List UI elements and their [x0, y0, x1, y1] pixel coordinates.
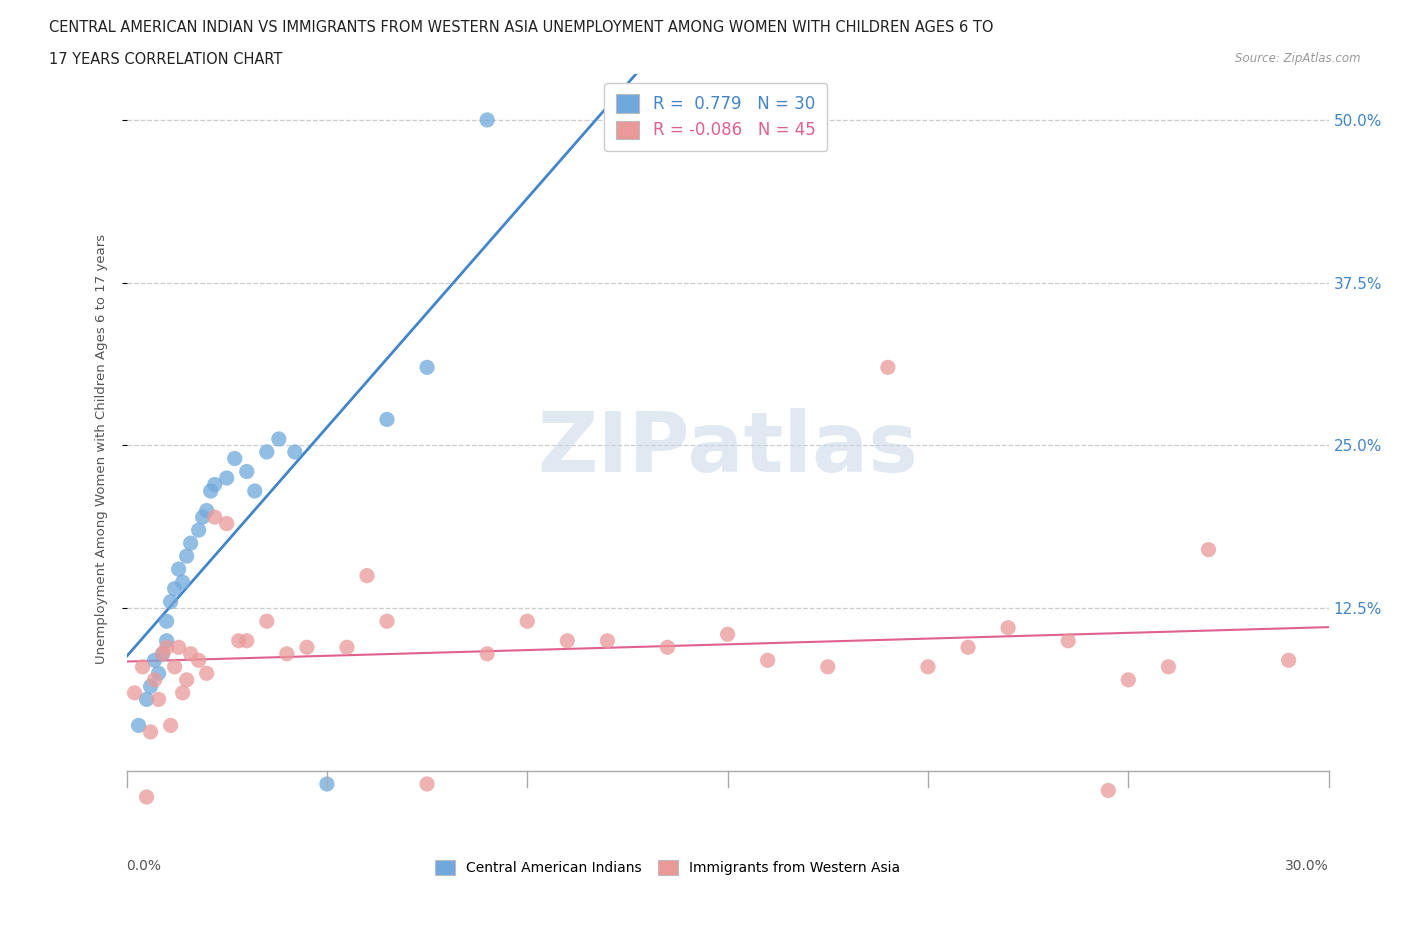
Point	[187, 523, 209, 538]
Point	[295, 640, 318, 655]
Point	[997, 620, 1019, 635]
Point	[163, 581, 186, 596]
Point	[375, 412, 398, 427]
Point	[148, 666, 170, 681]
Point	[200, 484, 222, 498]
Point	[917, 659, 939, 674]
Point	[163, 659, 186, 674]
Point	[224, 451, 246, 466]
Point	[235, 633, 259, 648]
Point	[817, 659, 839, 674]
Point	[135, 790, 157, 804]
Point	[167, 640, 190, 655]
Point	[180, 536, 202, 551]
Point	[267, 432, 290, 446]
Point	[1057, 633, 1080, 648]
Point	[243, 484, 266, 498]
Point	[276, 646, 298, 661]
Point	[716, 627, 740, 642]
Point	[756, 653, 779, 668]
Point	[256, 614, 278, 629]
Point	[475, 113, 498, 127]
Point	[176, 672, 198, 687]
Point	[215, 471, 238, 485]
Point	[315, 777, 337, 791]
Point	[139, 724, 162, 739]
Point	[256, 445, 278, 459]
Point	[176, 549, 198, 564]
Point	[155, 614, 177, 629]
Point	[657, 640, 679, 655]
Text: 17 YEARS CORRELATION CHART: 17 YEARS CORRELATION CHART	[49, 52, 283, 67]
Text: Source: ZipAtlas.com: Source: ZipAtlas.com	[1236, 52, 1361, 65]
Point	[1198, 542, 1220, 557]
Point	[204, 477, 226, 492]
Point	[155, 633, 177, 648]
Point	[1277, 653, 1299, 668]
Point	[172, 685, 194, 700]
Point	[159, 594, 181, 609]
Point	[139, 679, 162, 694]
Point	[128, 718, 150, 733]
Point	[143, 653, 166, 668]
Point	[195, 666, 218, 681]
Legend: Central American Indians, Immigrants from Western Asia: Central American Indians, Immigrants fro…	[427, 852, 908, 883]
Point	[475, 646, 498, 661]
Point	[956, 640, 979, 655]
Point	[877, 360, 900, 375]
Point	[180, 646, 202, 661]
Point	[516, 614, 538, 629]
Point	[375, 614, 398, 629]
Point	[228, 633, 250, 648]
Point	[152, 646, 174, 661]
Point	[557, 633, 579, 648]
Point	[284, 445, 307, 459]
Point	[191, 510, 214, 525]
Y-axis label: Unemployment Among Women with Children Ages 6 to 17 years: Unemployment Among Women with Children A…	[96, 233, 108, 664]
Point	[1118, 672, 1140, 687]
Point	[152, 646, 174, 661]
Point	[356, 568, 378, 583]
Text: CENTRAL AMERICAN INDIAN VS IMMIGRANTS FROM WESTERN ASIA UNEMPLOYMENT AMONG WOMEN: CENTRAL AMERICAN INDIAN VS IMMIGRANTS FR…	[49, 20, 994, 35]
Point	[215, 516, 238, 531]
Point	[204, 510, 226, 525]
Point	[1097, 783, 1119, 798]
Point	[187, 653, 209, 668]
Point	[1157, 659, 1180, 674]
Point	[131, 659, 153, 674]
Point	[235, 464, 259, 479]
Text: ZIPatlas: ZIPatlas	[537, 408, 918, 489]
Point	[148, 692, 170, 707]
Point	[336, 640, 359, 655]
Point	[143, 672, 166, 687]
Point	[124, 685, 146, 700]
Point	[416, 360, 439, 375]
Text: 30.0%: 30.0%	[1285, 859, 1329, 873]
Point	[195, 503, 218, 518]
Text: 0.0%: 0.0%	[127, 859, 162, 873]
Point	[416, 777, 439, 791]
Point	[167, 562, 190, 577]
Point	[172, 575, 194, 590]
Point	[596, 633, 619, 648]
Point	[135, 692, 157, 707]
Point	[159, 718, 181, 733]
Point	[155, 640, 177, 655]
